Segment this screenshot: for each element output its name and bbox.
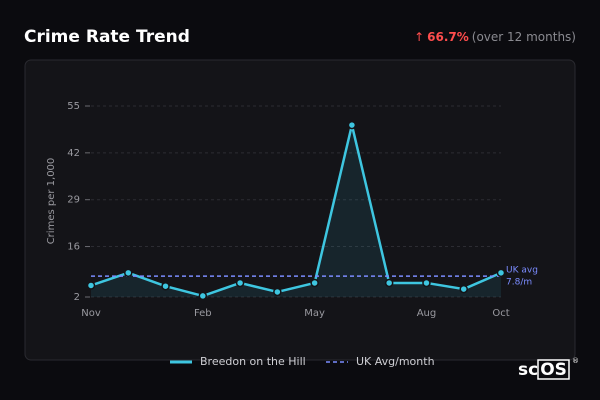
x-tick-label: Nov	[81, 308, 101, 319]
point	[161, 281, 170, 291]
x-tick-label: Aug	[417, 308, 437, 319]
brand-box	[537, 359, 570, 380]
legend-label: Breedon on the Hill	[200, 355, 306, 368]
point	[422, 278, 431, 288]
y-tick-label: 16	[67, 242, 80, 253]
reference-label: 7.8/m	[506, 278, 532, 288]
x-tick-label: Feb	[194, 308, 212, 319]
point	[347, 120, 357, 130]
line	[90, 123, 502, 298]
change-value: 66.7%	[427, 30, 469, 44]
point	[273, 287, 282, 297]
point	[384, 278, 394, 288]
plot: 2 16 29 42 55 Nov Feb May Aug Oct UK avg 7.8/m Breed…	[67, 101, 538, 368]
point	[198, 291, 208, 301]
area	[91, 125, 501, 297]
point	[235, 278, 245, 288]
brand-part: sc	[518, 360, 538, 380]
change-period: (over 12 months)	[472, 30, 576, 44]
change-arrow: ↑	[414, 30, 424, 44]
legend-label: UK Avg/month	[356, 355, 435, 368]
point	[124, 268, 133, 278]
y-tick-label: 42	[67, 148, 80, 159]
point	[310, 278, 319, 288]
brand-mark: ®	[572, 357, 579, 365]
point	[86, 281, 96, 290]
point	[459, 284, 468, 294]
y-axis-label: Crimes per 1,000	[46, 158, 57, 245]
x-tick-label: Oct	[492, 308, 509, 319]
y-tick-label: 2	[74, 292, 80, 303]
brand-logo: sc OS	[518, 360, 567, 380]
change-summary: ↑ 66.7% (over 12 months)	[414, 30, 576, 44]
brand-part: OS	[540, 360, 567, 380]
reference-label: UK avg	[506, 266, 538, 276]
x-tick-label: May	[304, 308, 325, 319]
chart-title: Crime Rate Trend	[24, 27, 190, 47]
point	[496, 268, 506, 278]
y-tick-label: 55	[67, 101, 80, 112]
y-tick-label: 29	[67, 195, 80, 206]
